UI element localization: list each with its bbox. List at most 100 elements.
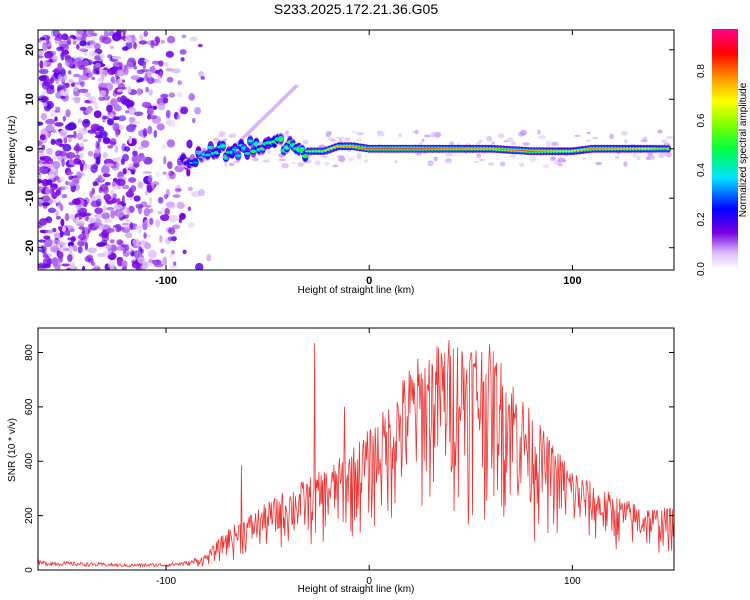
noise-blob	[121, 244, 127, 248]
noise-blob	[542, 164, 550, 168]
noise-blob	[89, 191, 93, 198]
noise-blob	[155, 219, 160, 228]
noise-blob	[194, 106, 202, 115]
noise-blob	[81, 33, 88, 38]
snr-panel: -100 0 100 0 200 400 600 800 Height of straight…	[7, 327, 675, 595]
noise-blob	[90, 261, 96, 267]
noise-blob	[60, 243, 67, 253]
noise-blob	[57, 84, 65, 91]
noise-blob	[105, 207, 115, 211]
noise-blob	[91, 76, 96, 80]
noise-blob	[115, 163, 121, 168]
noise-blob	[125, 124, 136, 133]
noise-blob	[118, 65, 123, 70]
noise-blob	[78, 233, 86, 241]
noise-blob	[90, 123, 101, 132]
noise-blob	[115, 246, 125, 251]
noise-blob	[198, 189, 206, 197]
noise-blob	[433, 156, 438, 162]
noise-blob	[167, 119, 176, 128]
noise-blob	[344, 137, 351, 141]
noise-blob	[665, 152, 672, 158]
noise-blob	[38, 121, 44, 126]
noise-blob	[156, 97, 167, 106]
noise-blob	[574, 134, 581, 137]
noise-blob	[52, 199, 57, 204]
noise-blob	[106, 227, 115, 233]
noise-blob	[72, 40, 77, 45]
noise-blob	[147, 258, 153, 267]
snr-y-label: SNR (10 * v/v)	[7, 418, 18, 482]
noise-blob	[252, 157, 259, 162]
noise-blob	[40, 113, 48, 121]
colorbar-tick-label: 0.2	[696, 212, 707, 226]
noise-blob	[105, 243, 111, 251]
noise-blob	[144, 190, 149, 196]
noise-blob	[87, 150, 94, 157]
x-tick-label: 100	[564, 576, 581, 587]
noise-blob	[126, 207, 131, 217]
noise-blob	[42, 34, 51, 41]
noise-blob	[102, 70, 109, 76]
noise-blob	[179, 212, 186, 220]
noise-blob	[114, 145, 119, 153]
noise-blob	[60, 68, 66, 77]
noise-blob	[150, 40, 155, 49]
noise-blob	[285, 130, 289, 134]
noise-blob	[44, 51, 54, 59]
noise-blob	[77, 246, 83, 254]
noise-blob	[186, 139, 193, 149]
noise-blob	[478, 140, 483, 143]
noise-blob	[61, 226, 67, 232]
noise-blob	[94, 102, 98, 110]
spectrogram-y-label: Frequency (Hz)	[7, 116, 18, 185]
noise-blob	[111, 244, 117, 252]
noise-blob	[156, 123, 165, 131]
figure-title: S233.2025.172.21.36.G05	[274, 1, 438, 17]
noise-blob	[167, 161, 173, 170]
noise-blob	[110, 209, 116, 219]
noise-blob	[91, 52, 98, 56]
noise-blob	[87, 40, 96, 45]
noise-blob	[45, 216, 53, 224]
noise-blob	[50, 138, 56, 145]
noise-blob	[181, 34, 187, 39]
noise-blob	[59, 231, 64, 238]
noise-blob	[54, 38, 62, 45]
noise-blob	[229, 162, 235, 166]
y-tick-label: 600	[24, 398, 35, 415]
noise-blob	[356, 131, 365, 136]
noise-blob	[133, 65, 137, 70]
noise-blob	[336, 136, 345, 140]
noise-blob	[41, 195, 50, 202]
noise-blob	[109, 45, 115, 49]
noise-blob	[632, 153, 638, 159]
noise-blob	[169, 253, 175, 259]
noise-blob	[69, 245, 73, 254]
noise-blob	[325, 131, 331, 138]
noise-blob	[94, 149, 101, 154]
noise-blob	[224, 138, 228, 142]
noise-blob	[127, 106, 137, 115]
noise-blob	[40, 91, 49, 97]
ridge-cell	[219, 144, 227, 147]
noise-blob	[198, 43, 203, 48]
noise-blob	[160, 93, 169, 99]
noise-blob	[624, 139, 628, 143]
spectrogram-frame	[37, 29, 675, 271]
noise-blob	[96, 156, 101, 165]
noise-blob	[102, 186, 109, 195]
noise-blob	[281, 163, 289, 169]
noise-blob	[61, 194, 68, 199]
colorbar-tick-label: 0.4	[696, 163, 707, 177]
noise-blob	[38, 244, 42, 250]
noise-blob	[104, 163, 114, 167]
noise-blob	[165, 201, 176, 210]
noise-blob	[111, 116, 120, 121]
noise-blob	[122, 168, 127, 175]
noise-blob	[159, 71, 163, 79]
noise-blob	[97, 77, 103, 82]
noise-blob	[161, 144, 167, 150]
noise-blob	[146, 76, 155, 85]
